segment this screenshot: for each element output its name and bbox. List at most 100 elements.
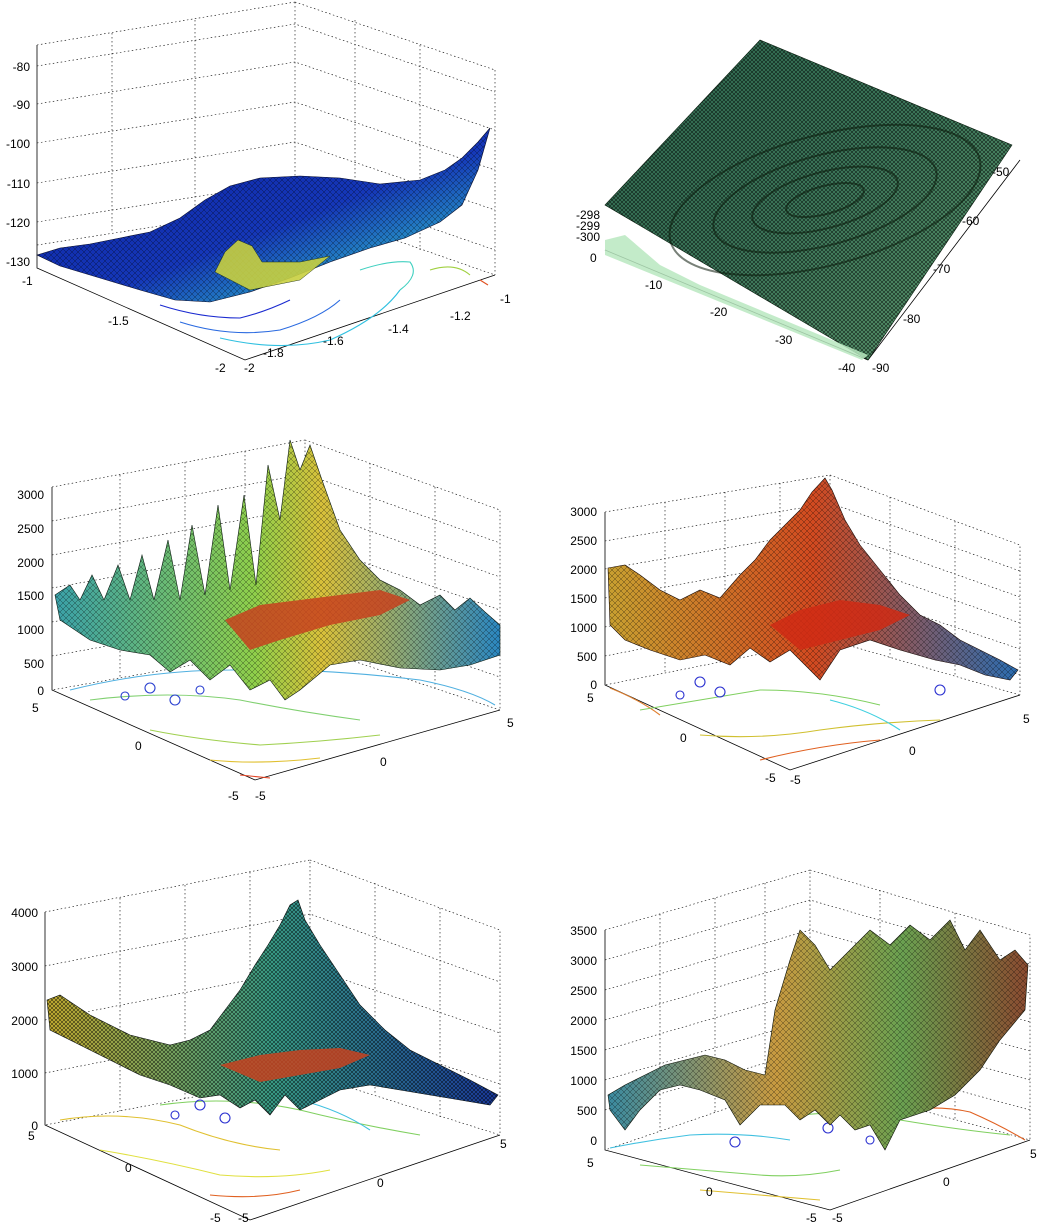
- panel-5-floor-tick: 5: [28, 1129, 35, 1143]
- panel-1-ztick: -120: [6, 216, 30, 230]
- panel-1-floor-tick: -2: [244, 361, 255, 375]
- panel-6-ztick: 0: [590, 1134, 597, 1148]
- panel-4-floor-tick: 5: [1023, 712, 1030, 726]
- panel-3-floor-tick: 0: [380, 755, 387, 769]
- panel-3-floor-tick: -5: [228, 789, 239, 803]
- panel-1-ridge: [214, 239, 331, 291]
- panel-5-ztick: 3000: [11, 960, 38, 974]
- panel-6-floor-tick: 0: [943, 1175, 950, 1189]
- panel-2-floor-tick: -50: [992, 165, 1010, 179]
- panel-3: 3000 2500 2000 1500 1000 500 0 5 0 -5 -5…: [17, 439, 514, 803]
- panel-3-ridge: [225, 590, 410, 650]
- panel-3-axes: [51, 487, 501, 781]
- panel-5: 4000 3000 2000 1000 0 5 0 -5 -5 0 5: [11, 859, 507, 1225]
- panel-2-floor-tick: 0: [590, 251, 597, 265]
- panel-2-floor-tick: -30: [775, 333, 793, 347]
- panel-4-left-floor-ticks: 5 0 -5: [587, 691, 776, 785]
- panel-3-ztick: 3000: [17, 488, 44, 502]
- panel-3-ztick: 1500: [17, 589, 44, 603]
- panel-6-floor-tick: -5: [806, 1211, 817, 1225]
- panel-5-ridge: [220, 1048, 370, 1082]
- panel-3-floor-tick: 0: [135, 739, 142, 753]
- panel-1-floor-tick: -1.6: [323, 334, 344, 348]
- panel-1-floor-tick: -1.8: [263, 346, 284, 360]
- panel-1: -80 -90 -100 -110 -120 -130 -1 -1.5 -2 -…: [6, 1, 511, 375]
- panel-4-right-floor-ticks: -5 0 5: [790, 712, 1030, 787]
- panel-4-floor-tick: -5: [790, 773, 801, 787]
- panel-6-floor-tick: 0: [706, 1185, 713, 1199]
- panel-1-ztick: -130: [6, 255, 30, 269]
- panel-6-ztick: 500: [577, 1104, 597, 1118]
- panel-2-ztick: -299: [576, 219, 600, 233]
- panel-6-ztick: 3000: [570, 954, 597, 968]
- panel-3-floor-tick: 5: [32, 701, 39, 715]
- panel-6-surface-mesh: [608, 920, 1028, 1150]
- panel-5-floor-tick: 0: [125, 1161, 132, 1175]
- panel-1-floor-tick: -1.5: [108, 314, 129, 328]
- panel-5-left-floor-ticks: 5 0 -5: [28, 1129, 221, 1225]
- panel-3-surface-mesh: [55, 440, 500, 700]
- panel-2-floor-tick: -40: [838, 361, 856, 375]
- panel-1-floor-tick: -1.4: [388, 322, 409, 336]
- panel-5-ztick: 4000: [11, 906, 38, 920]
- panel-6-ztick: 1000: [570, 1074, 597, 1088]
- panel-6-axes: [604, 930, 1031, 1211]
- panel-4-ridge: [770, 600, 910, 650]
- panel-2-floor-tick: -60: [962, 214, 980, 228]
- panel-5-contours: [59, 1099, 421, 1198]
- panel-2-floor-tick: -20: [710, 305, 728, 319]
- panel-3-ztick: 500: [24, 657, 44, 671]
- panel-4-ztick: 1000: [570, 621, 597, 635]
- panel-5-ztick: 0: [31, 1119, 38, 1133]
- panel-3-z-ticks: 3000 2500 2000 1500 1000 500 0: [17, 488, 44, 698]
- panel-4-floor-tick: 0: [680, 731, 687, 745]
- panel-5-surface-mesh: [47, 900, 498, 1115]
- panel-5-axes: [44, 912, 501, 1221]
- panel-2-ztick: -298: [576, 208, 600, 222]
- panel-6-ztick: 3500: [570, 924, 597, 938]
- panel-1-left-floor-ticks: -1 -1.5 -2: [22, 274, 226, 375]
- panel-1-floor-tick: -1: [500, 292, 511, 306]
- panel-1-floor-tick: -1: [22, 274, 33, 288]
- panel-4-ztick: 500: [577, 650, 597, 664]
- panel-6-floor-tick: 5: [587, 1156, 594, 1170]
- panel-4-ztick: 2500: [570, 534, 597, 548]
- panel-6-ztick: 2500: [570, 984, 597, 998]
- panel-2: -298 -299 -30 0 0 -10 -20 -30 -40 -90 -80…: [576, 39, 1021, 375]
- panel-4-floor-tick: 0: [909, 744, 916, 758]
- panel-6-floor-tick: 5: [1030, 1147, 1037, 1161]
- panel-6: 3500 3000 2500 2000 1500 1000 500 0 5 0 …: [570, 869, 1037, 1225]
- panel-2-left-floor-ticks: 0 -10 -20 -30 -40: [590, 251, 856, 375]
- panel-3-right-floor-ticks: -5 0 5: [255, 716, 514, 803]
- panel-2-floor-tick: -70: [933, 262, 951, 276]
- panel-6-contours: [609, 1107, 1026, 1201]
- panel-3-floor-tick: -5: [255, 789, 266, 803]
- panel-1-ztick: -80: [13, 60, 31, 74]
- panel-4-floor-tick: 5: [587, 691, 594, 705]
- panel-4-ztick: 3000: [570, 505, 597, 519]
- panel-6-ztick: 2000: [570, 1014, 597, 1028]
- panel-6-z-ticks: 3500 3000 2500 2000 1500 1000 500 0: [570, 924, 597, 1148]
- panel-3-floor-tick: 5: [507, 716, 514, 730]
- panel-1-ztick: -90: [13, 98, 31, 112]
- panel-2-rings: [668, 123, 982, 277]
- panel-2-surface-mesh: [605, 40, 1012, 360]
- panel-3-left-floor-ticks: 5 0 -5: [32, 701, 239, 803]
- panel-1-grid: [36, 1, 496, 276]
- panel-1-axes: [36, 45, 496, 361]
- panel-1-surface-mesh: [37, 128, 490, 302]
- panel-3-ztick: 2000: [17, 556, 44, 570]
- panel-1-contours: [159, 261, 489, 347]
- panel-2-right-floor-ticks: -90 -80 -70 -60 -50: [872, 165, 1010, 375]
- panel-5-floor-tick: -5: [238, 1211, 249, 1225]
- panel-1-z-ticks: -80 -90 -100 -110 -120 -130: [6, 60, 30, 269]
- panel-2-floor-tick: -10: [645, 278, 663, 292]
- panel-4-axes: [604, 512, 1021, 771]
- panel-4-contours: [609, 676, 946, 761]
- panel-3-ztick: 2500: [17, 522, 44, 536]
- panel-4-floor-tick: -5: [765, 771, 776, 785]
- panel-5-floor-tick: 5: [500, 1137, 507, 1151]
- panel-4-ztick: 2000: [570, 563, 597, 577]
- panel-6-floor-tick: -5: [832, 1211, 843, 1225]
- panel-4-surface-mesh: [608, 478, 1018, 680]
